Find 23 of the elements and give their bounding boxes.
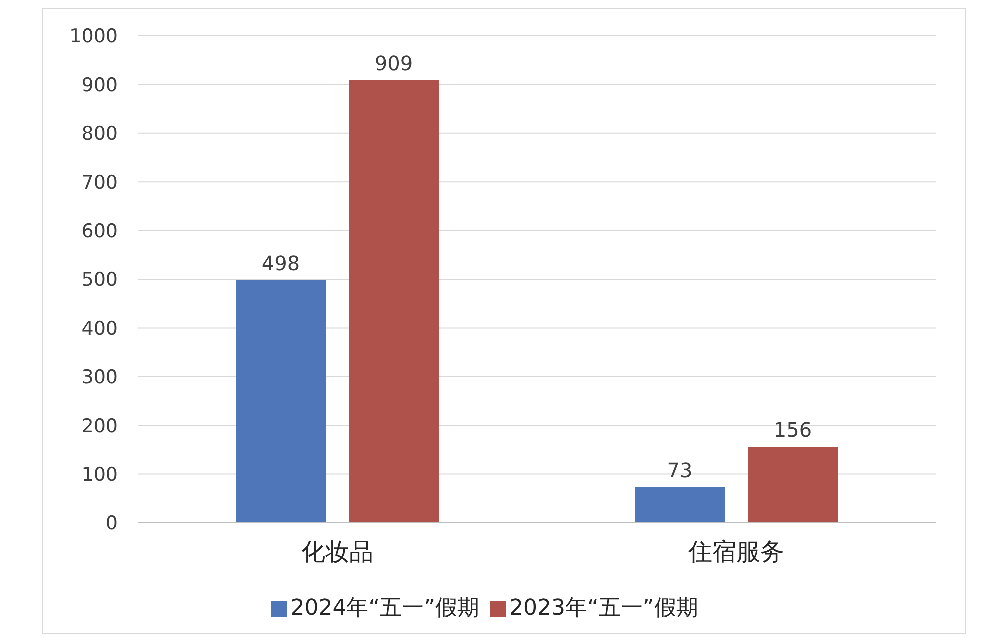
bar (236, 280, 326, 523)
legend-label: 2023年“五一”假期 (510, 596, 698, 621)
y-tick-label: 800 (82, 123, 118, 146)
y-tick-label: 500 (82, 269, 118, 292)
bar (635, 487, 725, 523)
data-label: 498 (262, 251, 300, 276)
y-tick-label: 1000 (70, 26, 118, 48)
data-label: 156 (774, 418, 812, 442)
x-tick-label: 住宿服务 (688, 538, 784, 566)
data-label: 909 (374, 51, 414, 76)
y-tick-label: 100 (82, 464, 118, 486)
y-tick-label: 200 (82, 415, 118, 438)
bar (748, 447, 838, 523)
y-tick-label: 300 (82, 366, 118, 389)
data-label: 73 (667, 458, 693, 482)
bar (349, 80, 439, 523)
y-tick-label: 400 (82, 318, 118, 340)
y-tick-label: 0 (106, 512, 118, 535)
legend-label: 2024年“五一”假期 (290, 596, 480, 621)
y-tick-label: 900 (82, 74, 118, 96)
y-tick-label: 700 (82, 172, 118, 194)
x-tick-label: 化妆品 (302, 538, 374, 566)
y-tick-label: 600 (82, 220, 118, 243)
